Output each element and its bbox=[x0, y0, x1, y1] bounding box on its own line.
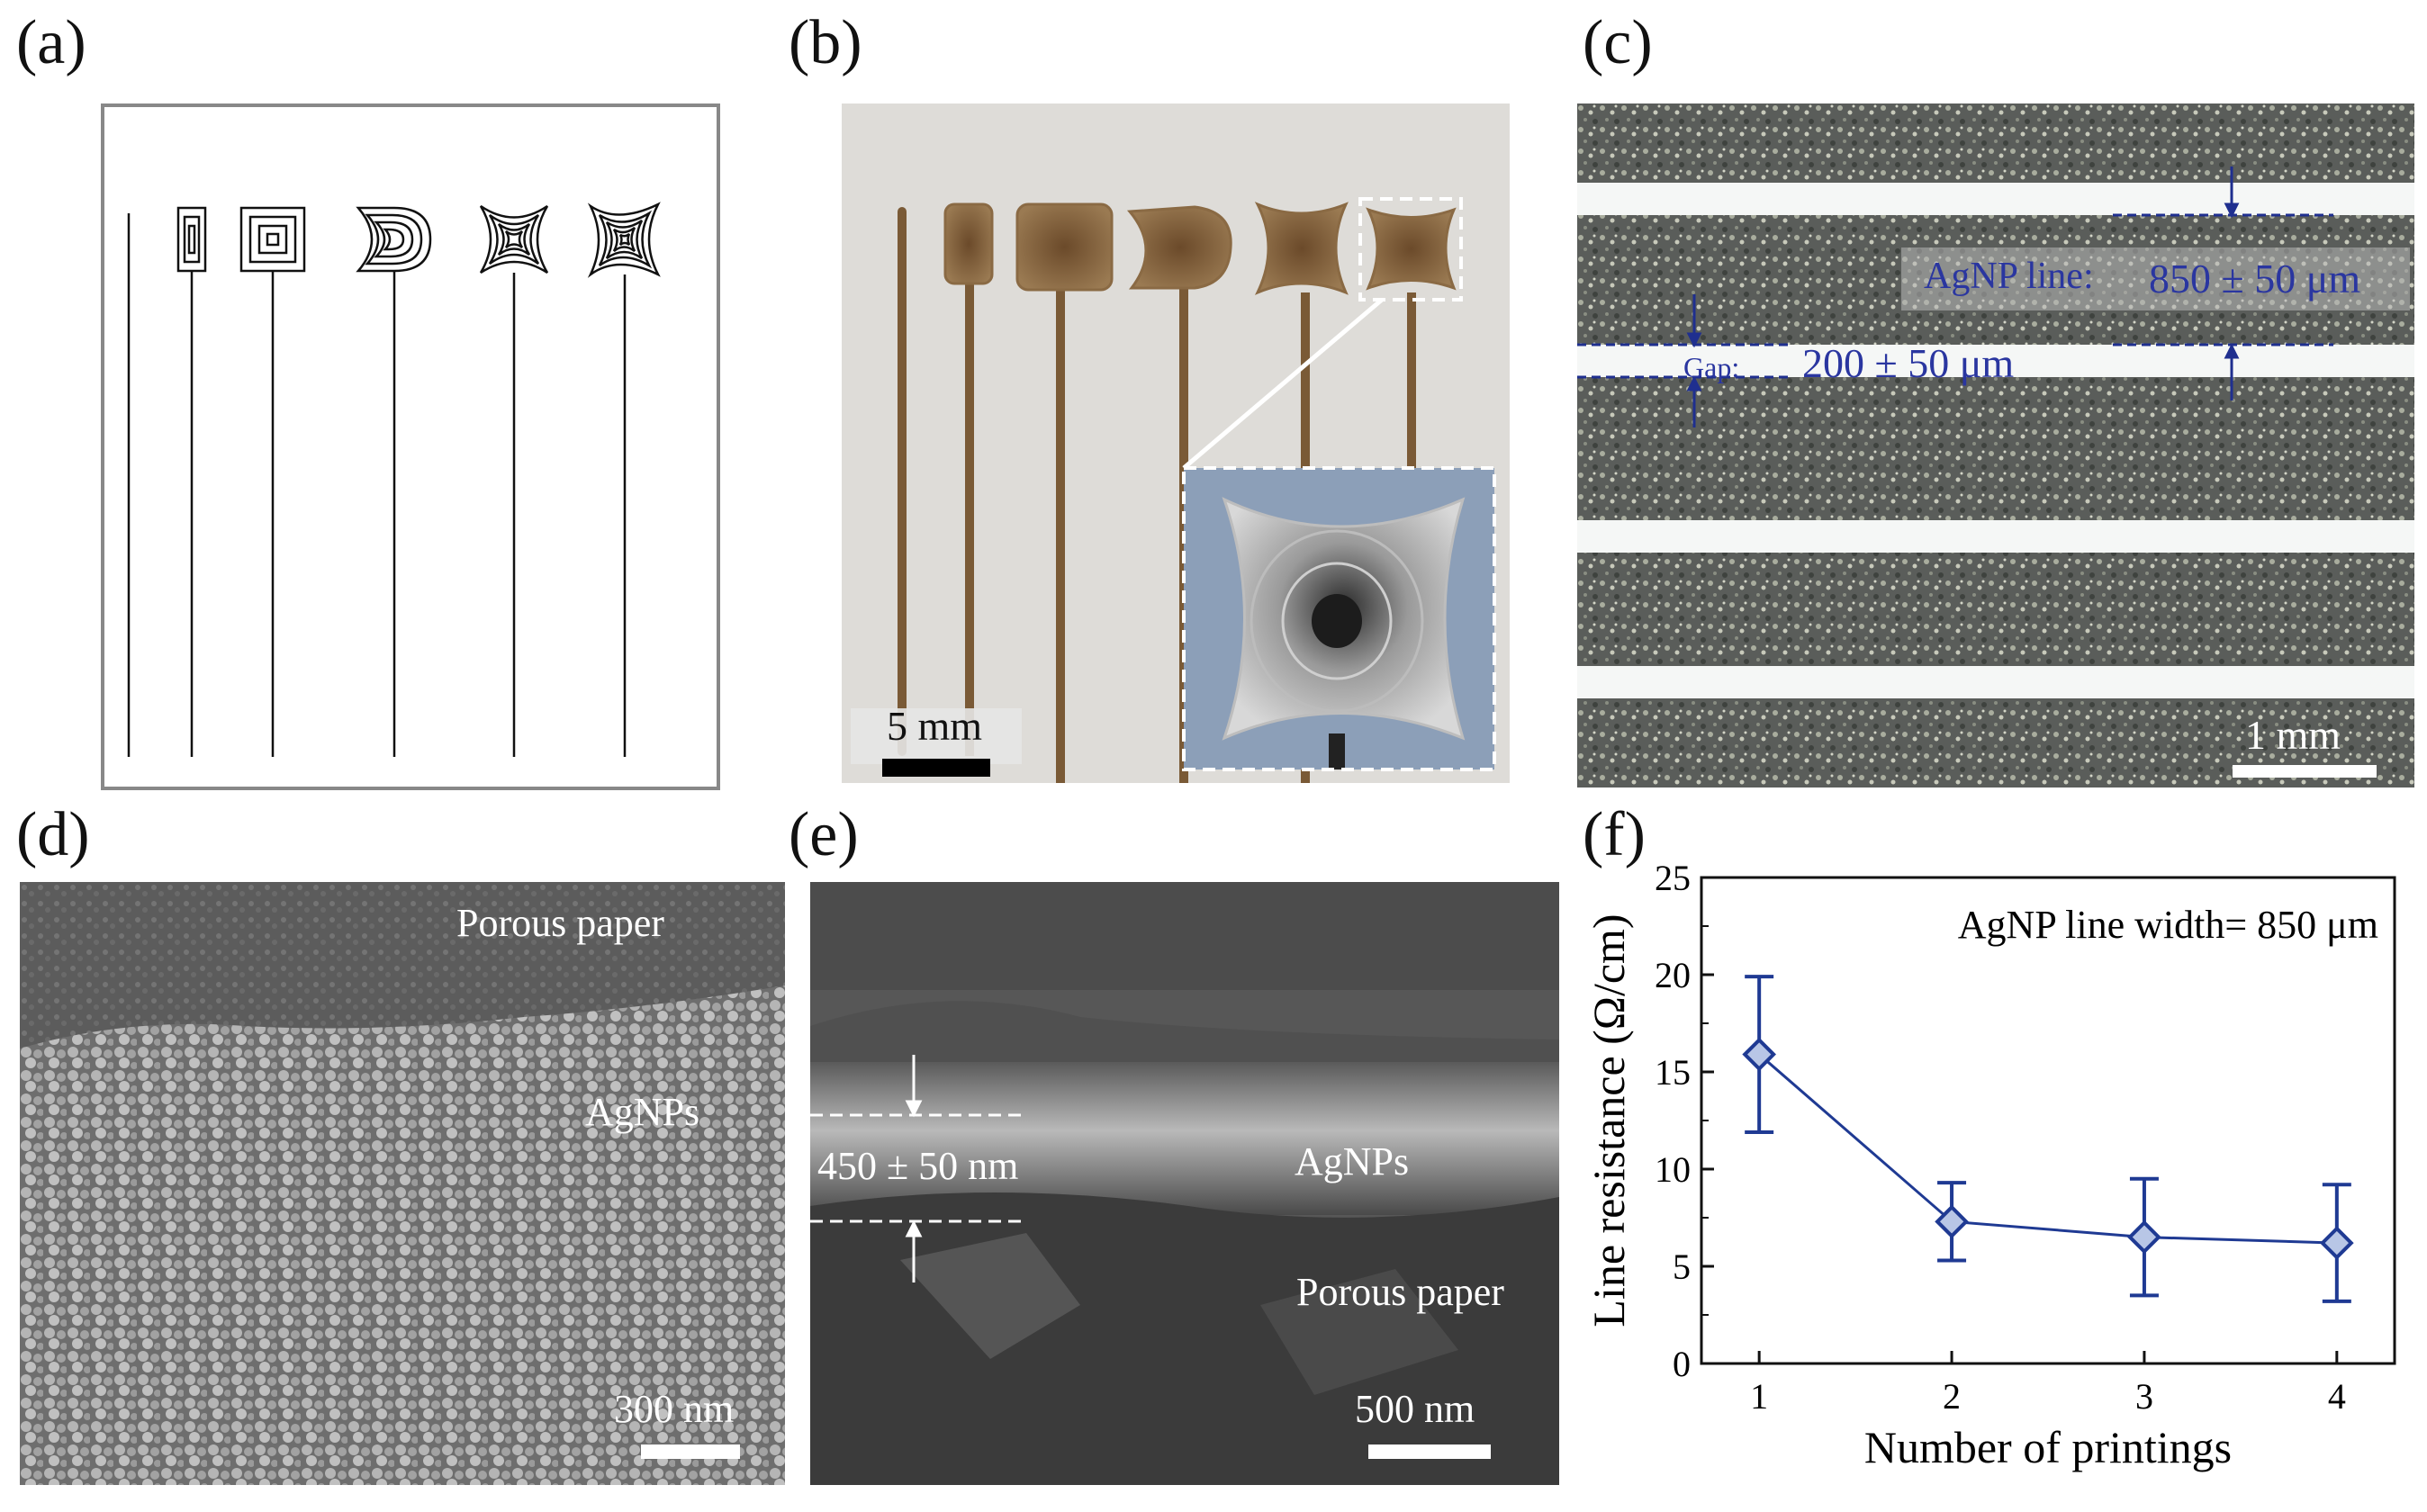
panel-d-scale-bar-label: 300 nm bbox=[614, 1387, 735, 1431]
chart-annotation: AgNP line width= 850 μm bbox=[1958, 903, 2378, 947]
x-tick-label: 3 bbox=[2135, 1376, 2153, 1417]
panel-label-d: (d) bbox=[16, 800, 90, 869]
series-line bbox=[1758, 1053, 2337, 1245]
x-tick-label: 4 bbox=[2328, 1376, 2346, 1417]
x-tick-label: 1 bbox=[1750, 1376, 1768, 1417]
plot-frame bbox=[1700, 876, 2396, 1365]
panel-label-c: (c) bbox=[1583, 8, 1653, 77]
panel-label-f: (f) bbox=[1583, 800, 1646, 869]
y-tick-label: 20 bbox=[1655, 955, 1691, 995]
panel-c-line-label: AgNP line: bbox=[1924, 256, 2094, 297]
y-axis-label: Line resistance (Ω/cm) bbox=[1583, 914, 1634, 1327]
agnp-lines-micrograph bbox=[1577, 104, 2414, 788]
panel-d-porous-paper-label: Porous paper bbox=[456, 901, 664, 945]
y-tick-label: 0 bbox=[1673, 1344, 1691, 1384]
panel-b-scale-bar-label: 5 mm bbox=[887, 703, 983, 749]
panel-c-micrograph: AgNP line: 850 ± 50 μm Gap: 200 ± 50 μm … bbox=[1577, 104, 2414, 788]
x-axis-label: Number of printings bbox=[1864, 1422, 2232, 1472]
panel-e-sem: 450 ± 50 nm AgNPs Porous paper 500 nm bbox=[810, 882, 1559, 1485]
panel-a-design-frame bbox=[101, 104, 720, 790]
panel-c-gap-label: Gap: bbox=[1683, 351, 1740, 383]
y-tick-label: 10 bbox=[1655, 1149, 1691, 1190]
panel-c-gap-value: 200 ± 50 μm bbox=[1802, 340, 2015, 386]
panel-b-photo: 5 mm bbox=[842, 104, 1510, 783]
electrode-designs-drawing bbox=[127, 202, 661, 757]
panel-label-e: (e) bbox=[789, 800, 859, 869]
data-point bbox=[1742, 1037, 1776, 1072]
panel-e-agnps-label: AgNPs bbox=[1295, 1139, 1410, 1184]
panel-c-line-value: 850 ± 50 μm bbox=[2149, 256, 2361, 302]
y-tick-label: 15 bbox=[1655, 1052, 1691, 1093]
panel-d-sem: Porous paper AgNPs 300 nm bbox=[20, 882, 785, 1485]
sem-cross-section-image bbox=[810, 882, 1559, 1485]
x-tick-label: 2 bbox=[1943, 1376, 1961, 1417]
panel-e-porous-paper-label: Porous paper bbox=[1296, 1270, 1504, 1314]
data-point bbox=[2127, 1220, 2161, 1255]
y-tick-label: 5 bbox=[1673, 1246, 1691, 1287]
data-point bbox=[1935, 1204, 1969, 1239]
panel-d-agnps-label: AgNPs bbox=[585, 1090, 700, 1134]
panel-e-thickness-label: 450 ± 50 nm bbox=[817, 1144, 1019, 1188]
sem-top-view-image bbox=[20, 882, 785, 1485]
panel-e-scale-bar-label: 500 nm bbox=[1355, 1387, 1475, 1431]
panel-label-b: (b) bbox=[789, 8, 862, 77]
panel-label-a: (a) bbox=[16, 8, 86, 77]
data-point bbox=[2320, 1226, 2354, 1260]
panel-c-scale-bar-label: 1 mm bbox=[2245, 712, 2341, 758]
printed-electrodes-photo bbox=[842, 104, 1510, 783]
y-tick-label: 25 bbox=[1655, 864, 1691, 898]
